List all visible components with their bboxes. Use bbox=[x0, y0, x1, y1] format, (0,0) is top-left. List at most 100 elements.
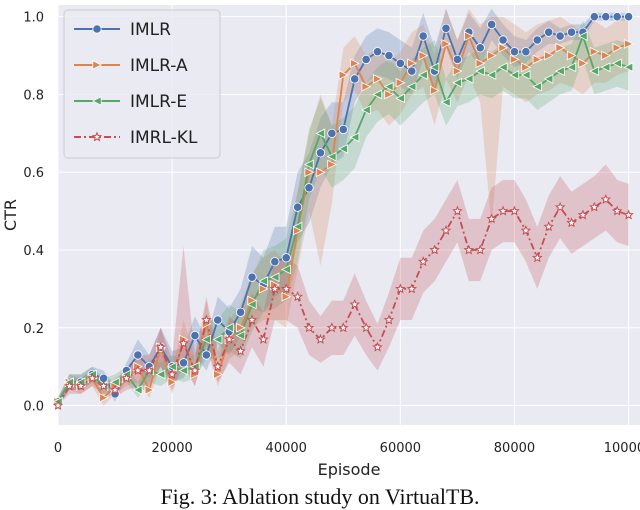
imlr-a-point bbox=[418, 50, 429, 61]
imrl-kl-point bbox=[132, 365, 144, 375]
x-tick-label: 0 bbox=[54, 441, 62, 456]
imlr-e-point bbox=[555, 66, 565, 76]
imlr-e-point bbox=[600, 62, 611, 73]
imlr-a-point bbox=[327, 159, 337, 170]
imlr-point bbox=[293, 202, 303, 212]
imlr-point bbox=[521, 47, 531, 57]
legend-label-imlr-e: IMLR-E bbox=[130, 92, 187, 112]
imlr-e-point bbox=[520, 70, 531, 80]
imrl-kl-point bbox=[144, 365, 155, 376]
imlr-a-point bbox=[407, 58, 417, 69]
imrl-kl-point bbox=[98, 380, 109, 391]
imlr-e-point bbox=[292, 221, 303, 232]
imlr-a-point bbox=[544, 50, 554, 61]
imlr-a-point bbox=[464, 31, 474, 41]
x-tick-label: 80000 bbox=[494, 441, 535, 456]
imlr-e-point bbox=[224, 322, 234, 333]
imlr-point bbox=[623, 12, 634, 22]
imlr-a-point bbox=[167, 377, 178, 388]
imrl-kl-point bbox=[303, 322, 315, 333]
legend-marker-imlr-a bbox=[92, 60, 103, 70]
imrl-kl-point bbox=[155, 341, 166, 352]
imlr-e-point bbox=[235, 330, 246, 341]
imlr-e-point bbox=[361, 105, 371, 115]
imlr-e-band bbox=[58, 20, 629, 406]
imlr-point bbox=[361, 54, 371, 65]
imlr-e-point bbox=[475, 66, 485, 76]
imlr-e-point bbox=[406, 81, 417, 92]
imlr-e-point bbox=[395, 93, 405, 104]
imrl-kl-point bbox=[269, 283, 281, 294]
imrl-kl-point bbox=[360, 322, 372, 333]
imlr-point bbox=[315, 148, 326, 158]
imlr-a-point bbox=[452, 66, 463, 76]
imlr-e-point bbox=[349, 132, 360, 143]
imlr-point bbox=[566, 27, 577, 37]
imlr-point bbox=[589, 12, 599, 22]
x-tick-label: 60000 bbox=[380, 441, 421, 456]
imlr-e-point bbox=[258, 276, 269, 286]
imlr-a-point bbox=[235, 322, 246, 333]
imlr-a-point bbox=[532, 54, 543, 65]
imlr-point bbox=[304, 183, 314, 193]
imlr-a-point bbox=[441, 39, 452, 49]
imrl-kl-point bbox=[497, 205, 509, 216]
x-tick-label: 40000 bbox=[266, 441, 307, 456]
imrl-kl-point bbox=[395, 283, 406, 294]
imlr-e-point bbox=[497, 62, 508, 73]
imlr-a-point bbox=[304, 167, 315, 178]
imlr-e-point bbox=[383, 81, 394, 92]
imlr-e-point bbox=[269, 272, 280, 283]
imlr-e-point bbox=[418, 70, 428, 80]
imrl-kl-point bbox=[463, 244, 475, 255]
imlr-point bbox=[509, 47, 520, 57]
legend-marker-imlr bbox=[92, 24, 102, 34]
imrl-kl-point bbox=[75, 380, 87, 391]
imlr-point bbox=[498, 35, 508, 45]
imlr-a-point bbox=[429, 85, 440, 96]
imrl-kl-point bbox=[417, 256, 429, 267]
imrl-kl-point bbox=[326, 322, 338, 333]
imrl-kl-point bbox=[611, 205, 623, 216]
imlr-a-point bbox=[623, 39, 634, 49]
imlr-e-point bbox=[246, 299, 257, 310]
imlr-e-point bbox=[201, 334, 211, 345]
legend-label-imlr: IMLR bbox=[130, 20, 171, 40]
imlr-e-point bbox=[623, 62, 634, 73]
imlr-point bbox=[327, 128, 337, 138]
imrl-kl-point bbox=[121, 372, 132, 383]
figure-caption: Fig. 3: Ablation study on VirtualTB. bbox=[160, 484, 480, 509]
imrl-kl-point bbox=[338, 322, 349, 333]
imlr-a-point bbox=[578, 58, 589, 69]
x-tick-label: 20000 bbox=[151, 441, 192, 456]
imrl-kl-point bbox=[383, 314, 395, 325]
imlr-point bbox=[178, 358, 189, 368]
y-axis-label: CTR bbox=[1, 199, 20, 231]
imrl-kl-point bbox=[532, 252, 543, 263]
imrl-kl-point bbox=[452, 205, 463, 216]
imlr-e-point bbox=[167, 361, 177, 372]
imlr-point bbox=[338, 124, 348, 135]
imlr-point bbox=[372, 47, 383, 57]
imlr-point bbox=[532, 35, 542, 45]
imlr-e-point bbox=[429, 62, 440, 73]
legend-marker-imlr-e bbox=[91, 96, 102, 106]
imlr-e-point bbox=[463, 74, 474, 84]
x-tick-label: 100000 bbox=[604, 441, 640, 456]
imlr-e-point bbox=[178, 365, 189, 376]
imlr-point bbox=[475, 43, 485, 53]
imlr-point bbox=[418, 31, 428, 41]
imrl-kl-point bbox=[166, 368, 178, 379]
imlr-e-point bbox=[509, 70, 520, 80]
imlr-a-point bbox=[350, 58, 360, 69]
imrl-kl-point bbox=[201, 314, 212, 325]
imrl-kl-point bbox=[554, 201, 566, 212]
imrl-kl-point bbox=[589, 201, 600, 212]
imlr-point bbox=[487, 19, 497, 30]
imlr-e-point bbox=[543, 74, 554, 84]
imrl-kl-point bbox=[235, 345, 246, 356]
imlr-e-point bbox=[315, 128, 326, 139]
imrl-kl-point bbox=[566, 217, 577, 228]
imlr-point bbox=[133, 350, 143, 360]
series-markers bbox=[52, 12, 634, 410]
